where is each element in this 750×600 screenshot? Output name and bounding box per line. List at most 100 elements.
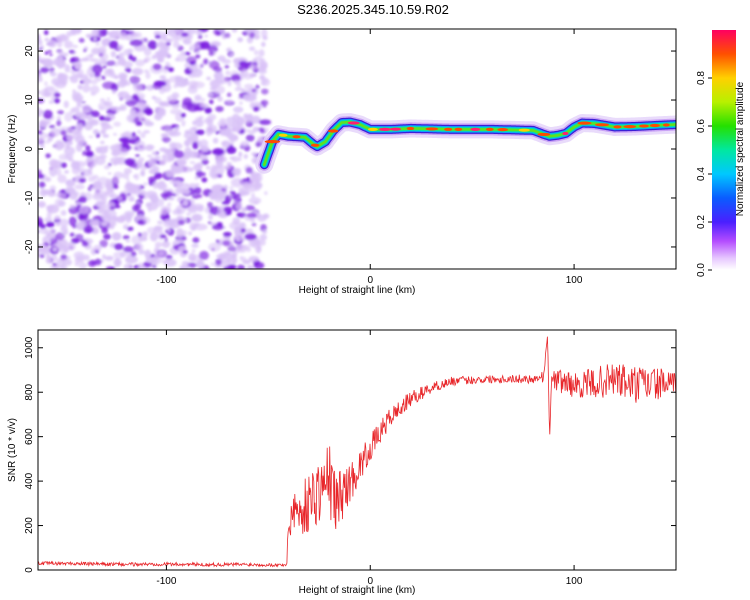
noise-speckle	[229, 190, 236, 194]
noise-speckle	[156, 181, 167, 189]
noise-speckle	[174, 57, 180, 62]
noise-speckle	[145, 71, 151, 80]
snr-x-tick-label: -100	[156, 576, 176, 587]
noise-speckle	[72, 44, 79, 49]
noise-speckle	[71, 159, 75, 162]
noise-speckle	[38, 209, 39, 214]
noise-speckle	[169, 142, 177, 149]
noise-speckle	[72, 93, 84, 102]
noise-speckle	[186, 212, 192, 216]
noise-speckle	[260, 88, 269, 95]
noise-speckle	[38, 98, 45, 104]
noise-speckle	[241, 190, 250, 196]
noise-speckle	[125, 99, 138, 107]
noise-speckle	[183, 40, 192, 45]
noise-speckle	[112, 176, 119, 184]
noise-speckle	[110, 188, 114, 193]
noise-speckle	[110, 50, 117, 58]
noise-speckle	[134, 203, 142, 209]
noise-speckle	[113, 121, 121, 127]
noise-speckle	[69, 232, 75, 237]
noise-speckle	[42, 58, 53, 67]
noise-speckle	[95, 42, 100, 46]
noise-speckle	[52, 247, 58, 251]
noise-speckle	[251, 222, 257, 227]
noise-speckle	[59, 218, 69, 228]
noise-speckle	[246, 228, 253, 233]
noise-speckle	[108, 40, 119, 49]
noise-speckle	[174, 180, 184, 189]
noise-speckle	[125, 255, 138, 264]
noise-speckle	[173, 150, 185, 159]
noise-speckle	[212, 137, 219, 144]
noise-speckle	[111, 232, 122, 241]
noise-speckle	[233, 106, 244, 113]
noise-speckle	[124, 212, 133, 221]
noise-speckle	[197, 142, 202, 146]
noise-speckle	[207, 45, 218, 53]
noise-speckle	[106, 266, 114, 269]
noise-speckle	[45, 153, 51, 159]
noise-speckle	[225, 99, 234, 105]
noise-speckle	[53, 98, 61, 104]
noise-speckle	[95, 201, 103, 208]
noise-speckle	[193, 63, 199, 68]
noise-speckle	[131, 132, 136, 137]
noise-speckle	[38, 130, 43, 135]
noise-speckle	[136, 243, 144, 251]
noise-speckle	[138, 236, 148, 242]
noise-speckle	[221, 140, 231, 148]
ridge-hotspot	[595, 123, 609, 127]
noise-speckle	[116, 80, 127, 88]
noise-speckle	[188, 183, 198, 190]
noise-speckle	[203, 58, 209, 65]
noise-speckle	[226, 162, 232, 166]
noise-speckle	[123, 246, 134, 253]
noise-speckle	[44, 37, 49, 42]
noise-speckle	[125, 34, 134, 41]
noise-speckle	[38, 223, 46, 228]
noise-speckle	[58, 55, 63, 60]
noise-speckle	[117, 57, 126, 66]
ridge-hotspot	[537, 132, 551, 137]
noise-speckle	[207, 201, 213, 208]
noise-speckle	[69, 109, 75, 115]
noise-speckle	[215, 31, 221, 36]
noise-speckle	[147, 154, 152, 158]
noise-speckle	[68, 216, 77, 227]
noise-speckle	[133, 184, 141, 190]
snr-plot-area	[38, 330, 676, 570]
noise-speckle	[161, 240, 171, 248]
noise-speckle	[188, 253, 196, 262]
noise-speckle	[107, 216, 117, 225]
noise-speckle	[44, 176, 52, 182]
noise-speckle	[188, 73, 196, 78]
colorbar-gradient	[712, 30, 736, 270]
ridge-hotspot	[278, 133, 288, 137]
noise-speckle	[260, 138, 264, 143]
noise-speckle	[165, 169, 176, 178]
spectrogram-y-tick-label: 20	[24, 45, 35, 57]
noise-speckle	[200, 145, 210, 153]
noise-speckle	[213, 86, 217, 90]
noise-speckle	[154, 226, 162, 232]
noise-speckle	[143, 217, 151, 224]
noise-speckle	[219, 127, 232, 137]
noise-speckle	[144, 121, 155, 127]
snr-y-tick-label: 800	[24, 383, 35, 400]
noise-speckle	[134, 173, 140, 181]
noise-speckle	[189, 85, 196, 90]
noise-speckle	[187, 262, 197, 268]
noise-speckle	[143, 108, 150, 113]
noise-speckle	[192, 120, 197, 126]
noise-speckle	[57, 200, 66, 207]
noise-speckle	[181, 188, 191, 195]
noise-speckle	[164, 237, 168, 242]
noise-speckle	[147, 158, 157, 168]
noise-speckle	[79, 205, 90, 215]
noise-speckle	[232, 200, 237, 204]
noise-speckle	[252, 126, 260, 132]
noise-speckle	[257, 66, 267, 73]
noise-speckle	[89, 119, 99, 126]
